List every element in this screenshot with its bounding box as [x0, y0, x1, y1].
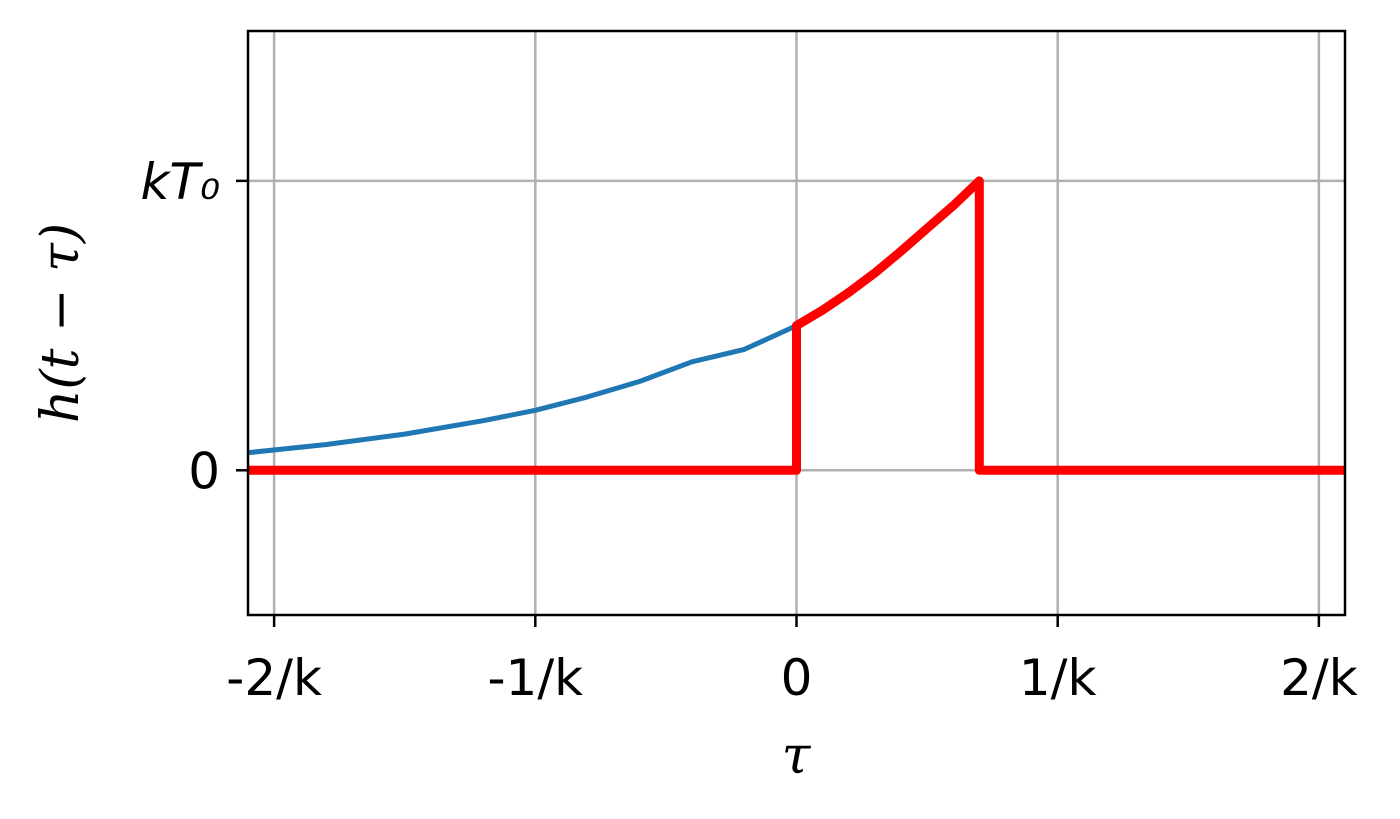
y-axis-label: h(t − τ) [31, 223, 91, 423]
x-axis-label: τ [782, 726, 812, 786]
x-tick-label-2: 0 [781, 649, 813, 707]
ticks: -2/k -1/k 0 1/k 2/k 0 kT₀ [140, 153, 1357, 707]
x-tick-label-0: -2/k [226, 649, 322, 707]
y-tick-label-0: 0 [188, 442, 220, 500]
y-tick-label-1: kT₀ [140, 153, 220, 211]
series-layer [248, 176, 1345, 475]
x-tick-label-1: -1/k [487, 649, 583, 707]
series-line-0 [248, 323, 799, 456]
series-line-1 [248, 176, 1345, 475]
x-tick-label-3: 1/k [1019, 649, 1097, 707]
x-tick-label-4: 2/k [1280, 649, 1358, 707]
